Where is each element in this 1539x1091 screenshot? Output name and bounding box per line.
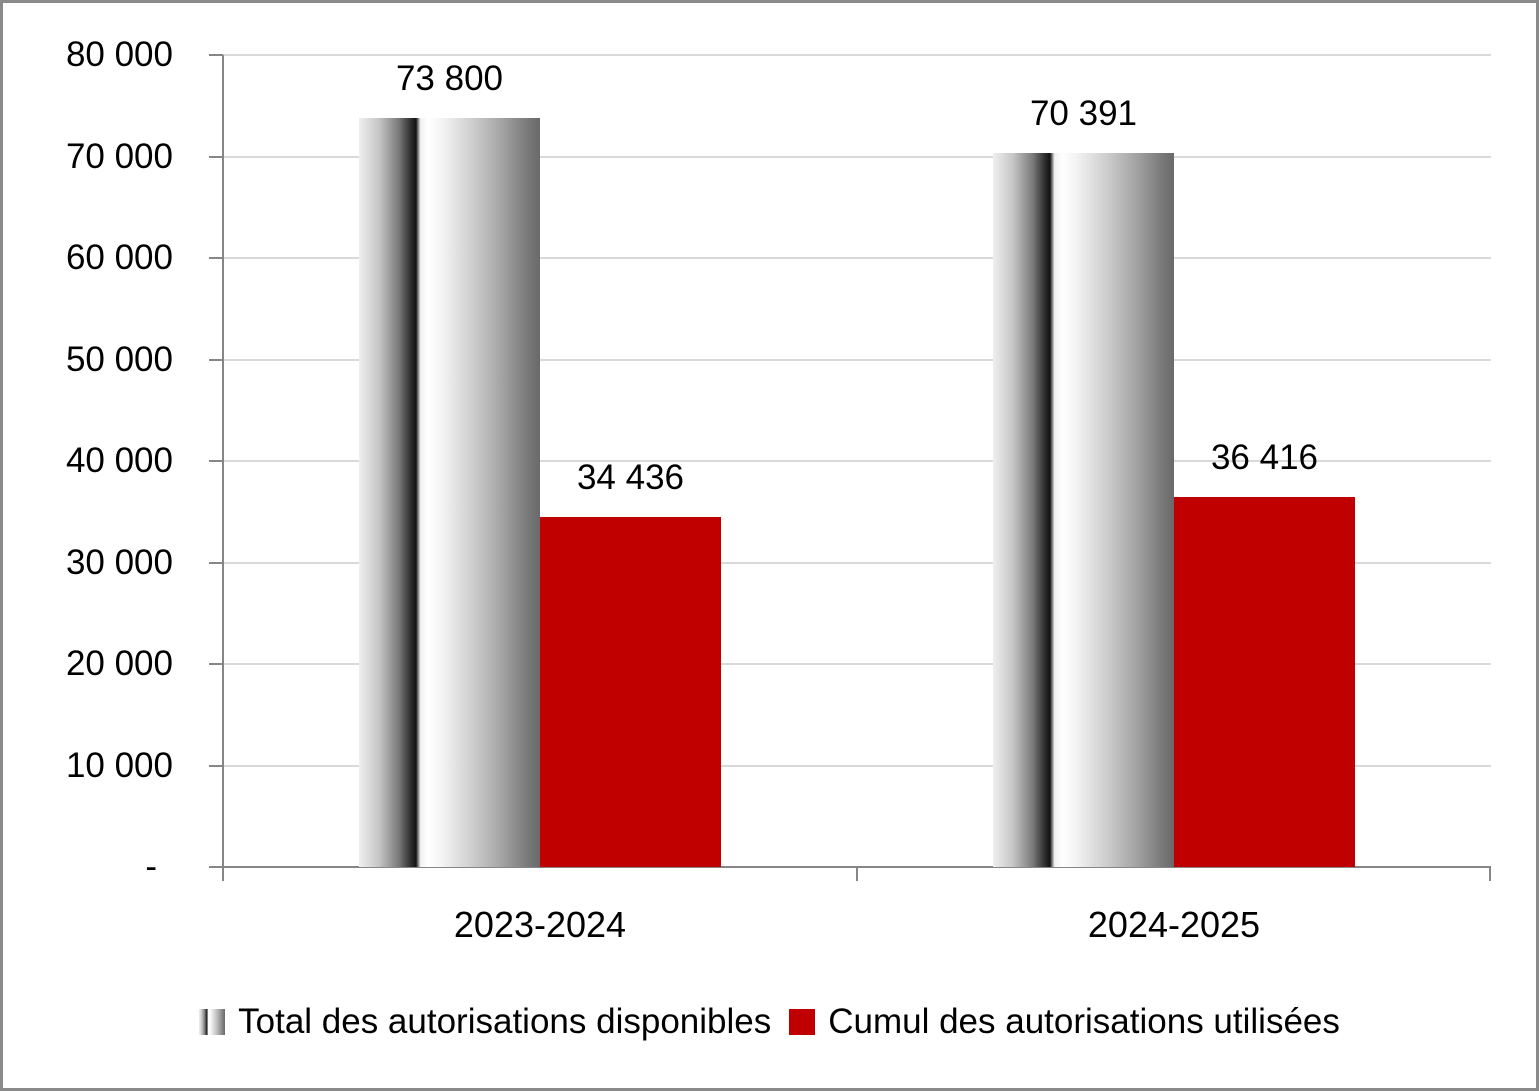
- gridline: [223, 54, 1491, 56]
- y-axis-label: 80 000: [65, 35, 173, 74]
- legend-item-total: Total des autorisations disponibles: [199, 1003, 771, 1041]
- legend-label-used: Cumul des autorisations utilisées: [828, 1002, 1340, 1041]
- bar-used-2024-2025: [1174, 497, 1355, 867]
- y-axis-tick: [209, 359, 223, 361]
- gridline: [223, 765, 1491, 767]
- legend: Total des autorisations disponibles Cumu…: [3, 1003, 1536, 1041]
- y-axis-tick: [209, 257, 223, 259]
- x-axis-category-label: 2024-2025: [1087, 904, 1261, 945]
- y-axis-label: 50 000: [65, 340, 173, 379]
- bar-total-2024-2025: [993, 153, 1174, 867]
- y-axis-tick: [209, 765, 223, 767]
- bar-used-2023-2024: [540, 517, 721, 867]
- y-axis-tick: [209, 663, 223, 665]
- plot-area: Total des autorisations disponibles Cumu…: [3, 3, 1536, 1088]
- legend-marker-used-icon: [789, 1009, 816, 1035]
- legend-label-total: Total des autorisations disponibles: [238, 1002, 772, 1041]
- y-axis-line: [222, 55, 224, 881]
- y-axis-tick: [209, 562, 223, 564]
- gridline: [223, 359, 1491, 361]
- y-axis-label: -: [145, 847, 157, 886]
- legend-item-used: Cumul des autorisations utilisées: [789, 1003, 1340, 1041]
- y-axis-label: 10 000: [65, 746, 173, 785]
- x-axis-line: [209, 866, 1491, 868]
- y-axis-label: 70 000: [65, 137, 173, 176]
- x-axis-category-label: 2023-2024: [453, 904, 627, 945]
- data-label-total: 73 800: [395, 59, 504, 98]
- gridline: [223, 562, 1491, 564]
- gridline: [223, 663, 1491, 665]
- data-label-total: 70 391: [1029, 94, 1138, 133]
- y-axis-label: 40 000: [65, 441, 173, 480]
- x-axis-tick: [1489, 867, 1491, 881]
- y-axis-tick: [209, 54, 223, 56]
- x-axis-tick: [856, 867, 858, 881]
- y-axis-label: 30 000: [65, 543, 173, 582]
- y-axis-label: 20 000: [65, 644, 173, 683]
- legend-marker-total-icon: [199, 1009, 226, 1035]
- data-label-used: 34 436: [576, 458, 685, 497]
- bar-total-2023-2024: [359, 118, 540, 867]
- gridline: [223, 257, 1491, 259]
- y-axis-label: 60 000: [65, 238, 173, 277]
- gridline: [223, 156, 1491, 158]
- data-label-used: 36 416: [1210, 438, 1319, 477]
- gridline: [223, 460, 1491, 462]
- y-axis-tick: [209, 156, 223, 158]
- y-axis-tick: [209, 460, 223, 462]
